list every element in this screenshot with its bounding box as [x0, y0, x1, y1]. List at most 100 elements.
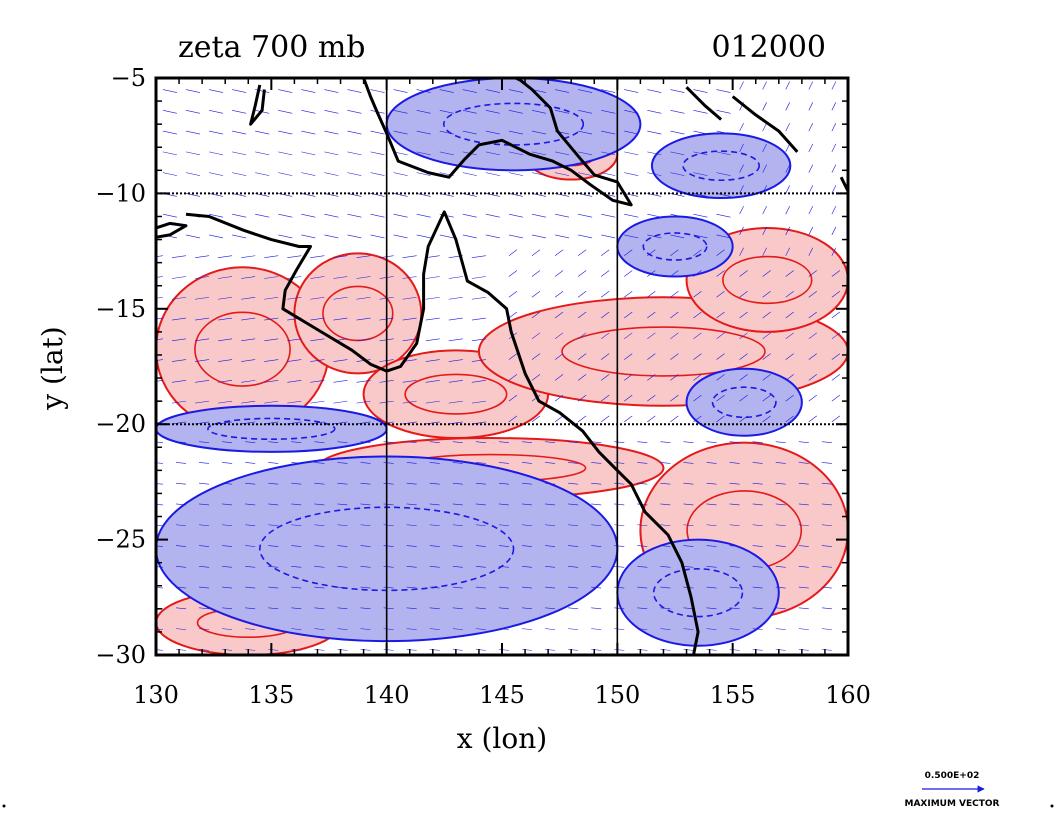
- wind-vector: [752, 649, 763, 651]
- wind-vector: [333, 296, 348, 300]
- wind-vector: [683, 524, 694, 527]
- wind-vector: [775, 586, 786, 589]
- wind-vector: [156, 255, 163, 258]
- wind-vector: [314, 628, 325, 630]
- wind-vector: [416, 110, 431, 114]
- wind-vector: [831, 206, 837, 215]
- wind-vector: [739, 311, 748, 319]
- wind-vector: [175, 462, 187, 464]
- wind-vector: [752, 482, 763, 485]
- y-tick-label: −25: [95, 526, 146, 554]
- wind-vector: [475, 565, 486, 568]
- wind-vector: [156, 441, 163, 443]
- negative-contour-line: [642, 232, 708, 261]
- wind-vector: [762, 185, 767, 194]
- wind-vector: [729, 628, 740, 630]
- positive-contour-line: [404, 373, 508, 415]
- wind-vector: [647, 311, 656, 319]
- wind-vector: [175, 586, 187, 589]
- wind-vector: [821, 441, 832, 443]
- wind-vector: [729, 649, 740, 651]
- wind-vector: [624, 89, 639, 93]
- wind-vector: [278, 89, 293, 93]
- wind-vector: [291, 649, 302, 651]
- wind-vector: [383, 545, 394, 547]
- wind-vector: [185, 234, 201, 239]
- wind-vector: [199, 565, 210, 568]
- wind-vector: [670, 311, 679, 319]
- wind-vector: [406, 565, 417, 568]
- wind-vector: [798, 586, 809, 589]
- wind-vector: [314, 607, 325, 610]
- wind-vector: [218, 359, 233, 362]
- wind-vector: [670, 374, 679, 381]
- wind-vector: [448, 359, 463, 362]
- wind-vector: [591, 607, 602, 610]
- wind-vector: [162, 110, 177, 114]
- wind-vector: [241, 255, 256, 259]
- wind-vector: [471, 338, 486, 342]
- wind-vector: [831, 311, 841, 319]
- wind-vector: [439, 234, 454, 239]
- wind-vector: [475, 441, 486, 443]
- wind-vector: [660, 607, 671, 610]
- wind-vector: [452, 649, 463, 651]
- wind-vector: [232, 151, 247, 156]
- wind-vector: [241, 380, 256, 383]
- wind-vector: [448, 380, 463, 383]
- wind-vector: [601, 311, 610, 319]
- wind-vector: [222, 565, 233, 568]
- coastline: [685, 86, 723, 121]
- wind-vector: [498, 503, 509, 506]
- wind-vector: [156, 338, 163, 341]
- wind-vector: [660, 565, 671, 568]
- wind-vector: [171, 359, 187, 362]
- wind-vector: [762, 247, 767, 256]
- wind-vector: [554, 291, 564, 298]
- wind-vector: [831, 374, 841, 381]
- wind-vector: [670, 110, 685, 114]
- wind-vector: [508, 172, 523, 176]
- wind-vector: [287, 338, 302, 342]
- wind-vector: [716, 249, 725, 256]
- wind-vector: [360, 524, 371, 527]
- wind-vector: [156, 628, 163, 630]
- wind-vector: [716, 89, 731, 93]
- wind-vector: [264, 296, 279, 300]
- wind-vector: [156, 317, 163, 320]
- wind-vector: [624, 332, 633, 340]
- wind-vector: [245, 503, 256, 506]
- wind-vector: [425, 276, 440, 279]
- wind-vector: [624, 234, 639, 239]
- wind-vector: [670, 291, 679, 298]
- wind-vector: [785, 374, 794, 381]
- wind-vector: [393, 130, 408, 135]
- wind-vector: [425, 400, 440, 404]
- wind-vector: [624, 193, 639, 197]
- wind-vector: [706, 441, 717, 443]
- wind-vector: [356, 317, 371, 321]
- wind-vector: [301, 213, 316, 218]
- wind-vector: [637, 586, 648, 589]
- wind-vector: [208, 151, 224, 156]
- x-axis-ticks: 130 135 140 145 150 155 160: [133, 78, 871, 709]
- wind-vector: [383, 441, 394, 443]
- wind-vector: [475, 649, 486, 651]
- wind-vector: [268, 503, 279, 506]
- wind-vector: [591, 545, 602, 547]
- x-tick-label: 130: [133, 681, 179, 709]
- wind-vector: [222, 545, 233, 547]
- wind-vector: [647, 415, 656, 423]
- wind-vector: [775, 607, 786, 610]
- wind-vector: [448, 296, 463, 300]
- wind-vector: [185, 172, 201, 176]
- wind-vector: [175, 545, 187, 547]
- wind-vector: [241, 296, 256, 300]
- wind-vector: [452, 565, 463, 568]
- wind-vector: [370, 172, 385, 176]
- wind-vector: [821, 586, 832, 589]
- chart-title: zeta 700 mb: [178, 30, 366, 65]
- wind-vector: [752, 524, 763, 527]
- wind-vector: [156, 649, 163, 651]
- wind-vector: [683, 565, 694, 568]
